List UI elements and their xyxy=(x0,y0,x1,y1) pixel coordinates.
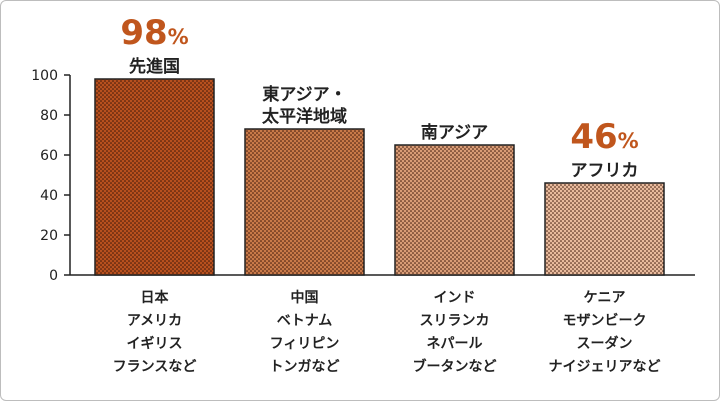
y-tick-label: 0 xyxy=(49,268,58,284)
category-label: 南アジア xyxy=(421,122,488,143)
example-country: フィリピン xyxy=(270,336,340,352)
example-country: モザンビーク xyxy=(563,313,647,329)
example-country: ベトナム xyxy=(277,313,333,329)
y-tick-label: 20 xyxy=(40,228,58,244)
bar xyxy=(544,182,665,276)
category-label: 太平洋地域 xyxy=(262,106,347,127)
category-label: アフリカ xyxy=(571,161,639,181)
bar xyxy=(244,128,365,276)
value-annotation: 46% xyxy=(570,117,638,157)
y-tick-label: 80 xyxy=(40,108,58,124)
category-label: 先進国 xyxy=(129,56,180,77)
y-tick-label: 100 xyxy=(31,68,58,84)
example-country: アメリカ xyxy=(127,313,182,329)
example-country: ナイジェリアなど xyxy=(549,359,661,375)
example-country: トンガなど xyxy=(270,359,340,375)
example-country: インド xyxy=(434,290,476,306)
example-country: ケニア xyxy=(584,290,626,306)
example-country: スーダン xyxy=(577,335,633,352)
category-label: 東アジア・ xyxy=(262,84,346,105)
y-tick-label: 40 xyxy=(40,188,58,204)
example-country: 中国 xyxy=(291,289,319,306)
example-country: フランスなど xyxy=(113,359,197,375)
example-country: ネパール xyxy=(427,336,483,352)
example-country: ブータンなど xyxy=(413,358,497,375)
example-country: 日本 xyxy=(141,289,170,306)
example-country: イギリス xyxy=(127,335,183,352)
value-annotation: 98% xyxy=(120,13,188,53)
example-country: スリランカ xyxy=(420,313,490,329)
y-tick-label: 60 xyxy=(40,148,58,164)
bar xyxy=(394,144,515,276)
bar xyxy=(94,78,215,276)
